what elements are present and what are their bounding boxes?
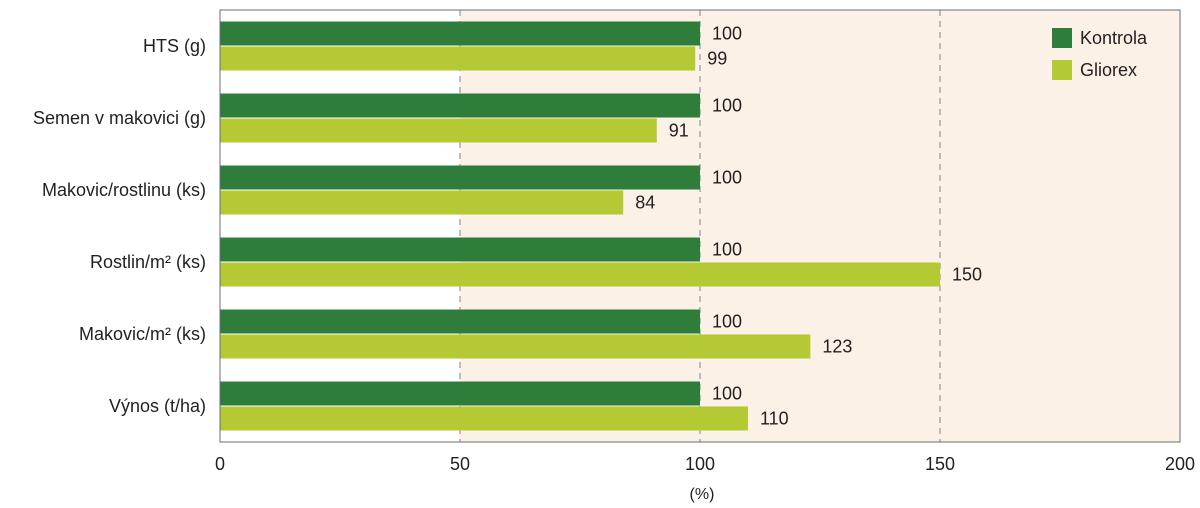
value-label: 123	[822, 337, 852, 357]
legend-label: Gliorex	[1080, 60, 1137, 80]
legend-swatch-gliorex	[1052, 60, 1072, 80]
bar-kontrola	[220, 309, 700, 334]
x-tick-label: 0	[215, 454, 225, 474]
plot-background-low	[220, 10, 460, 442]
x-axis-title: (%)	[690, 486, 715, 503]
value-label: 150	[952, 265, 982, 285]
category-label: Výnos (t/ha)	[109, 396, 206, 416]
bar-kontrola	[220, 165, 700, 190]
value-label: 91	[669, 121, 689, 141]
category-label: Makovic/rostlinu (ks)	[42, 180, 206, 200]
bar-gliorex	[220, 262, 940, 287]
bar-gliorex	[220, 118, 657, 143]
value-label: 100	[712, 24, 742, 44]
value-label: 100	[712, 168, 742, 188]
bar-kontrola	[220, 237, 700, 262]
x-tick-label: 50	[450, 454, 470, 474]
value-label: 100	[712, 384, 742, 404]
bar-gliorex	[220, 334, 811, 359]
value-label: 110	[760, 409, 789, 429]
bar-gliorex	[220, 46, 696, 71]
value-label: 100	[712, 312, 742, 332]
x-tick-label: 200	[1165, 454, 1195, 474]
category-labels: HTS (g) Semen v makovici (g) Makovic/rostl…	[33, 36, 206, 416]
bar-kontrola	[220, 93, 700, 118]
bar-gliorex	[220, 406, 748, 431]
value-label: 99	[707, 49, 727, 69]
x-tick-labels: 0 50 100 150 200	[215, 454, 1195, 474]
legend-swatch-kontrola	[1052, 28, 1072, 48]
bar-gliorex	[220, 190, 624, 215]
legend: Kontrola Gliorex	[1052, 28, 1148, 80]
x-tick-label: 150	[925, 454, 955, 474]
value-label: 84	[635, 193, 655, 213]
bars-group	[220, 21, 940, 431]
category-label: HTS (g)	[143, 36, 206, 56]
category-label: Semen v makovici (g)	[33, 108, 206, 128]
grid-lines	[459, 10, 941, 442]
value-label: 100	[712, 96, 742, 116]
plot-frame	[219, 9, 1181, 443]
x-tick-label: 100	[685, 454, 715, 474]
value-label: 100	[712, 240, 742, 260]
category-label: Rostlin/m² (ks)	[90, 252, 206, 272]
value-labels: 100 99 100 91 100 84 100 150 100 123 100 110	[635, 24, 982, 429]
legend-label: Kontrola	[1080, 28, 1148, 48]
category-label: Makovic/m² (ks)	[79, 324, 206, 344]
bar-kontrola	[220, 381, 700, 406]
bar-kontrola	[220, 21, 700, 46]
plot-background-high	[460, 10, 1180, 442]
